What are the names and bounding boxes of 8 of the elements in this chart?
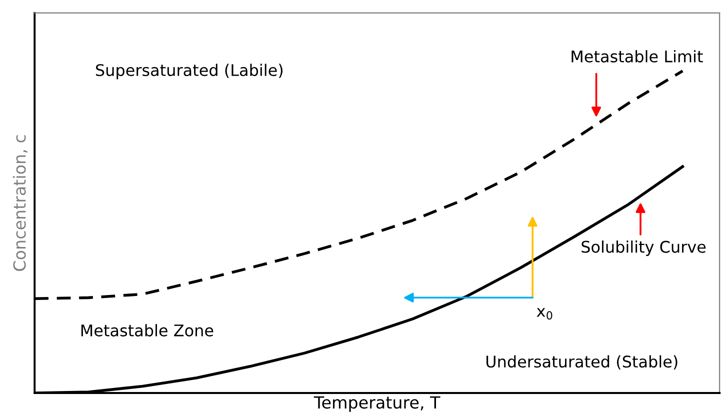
annotation: Undersaturated (Stable) — [486, 355, 678, 370]
annotation: Solubility Curve — [582, 240, 706, 256]
annotation: x$_{0}$ — [536, 308, 552, 320]
x-axis-title: Temperature, T — [314, 396, 440, 412]
annotation: Metastable Zone — [81, 324, 214, 336]
y-axis-title: Concentration, c — [12, 135, 28, 271]
text: Metastable Limit — [572, 50, 703, 62]
annotation: Supersaturated (Labile) — [96, 64, 282, 80]
